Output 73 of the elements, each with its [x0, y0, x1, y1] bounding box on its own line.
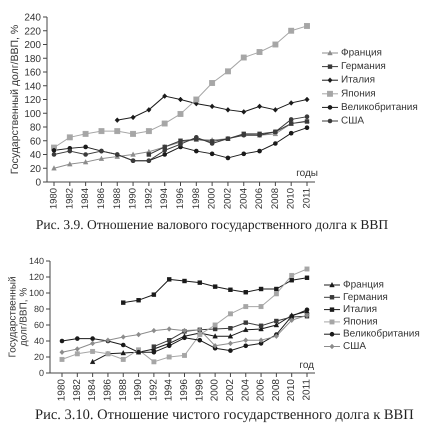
- x-tick-label: 1982: [72, 378, 83, 402]
- legend-label: Япония: [341, 88, 376, 100]
- y-tick-label: 100: [28, 288, 44, 298]
- y-tick-label: 20: [30, 164, 42, 175]
- y-tick-label: 200: [24, 40, 42, 52]
- x-axis-title: годы: [296, 168, 318, 179]
- x-tick-label: 1994: [159, 188, 170, 210]
- y-tick-label: 60: [30, 136, 42, 148]
- y-tick-label: 40: [34, 336, 44, 346]
- legend-label: Италия: [343, 304, 378, 316]
- x-tick-label: 1986: [102, 378, 114, 402]
- x-tick-label: 1992: [143, 188, 154, 210]
- x-tick-label: 2000: [206, 188, 218, 210]
- x-tick-label: 1998: [194, 378, 206, 402]
- x-tick-label: 1988: [118, 378, 129, 402]
- x-tick-label: 2010: [286, 188, 297, 210]
- x-tick-label: 2006: [254, 188, 266, 210]
- y-tick-label: 0: [35, 178, 42, 189]
- legend-label: США: [343, 341, 366, 352]
- x-tick-label: 1998: [190, 188, 202, 210]
- x-tick-label: 1980: [48, 188, 60, 210]
- y-tick-label: 120: [24, 95, 42, 106]
- x-tick-label: 1990: [133, 378, 144, 402]
- x-tick-label: 1980: [56, 378, 68, 402]
- legend-label: США: [341, 116, 364, 126]
- legend-label: Франция: [341, 48, 382, 58]
- y-tick-label: 140: [24, 81, 42, 92]
- x-tick-label: 2008: [270, 378, 282, 402]
- x-tick-label: 1984: [80, 188, 92, 210]
- x-tick-label: 1990: [128, 188, 139, 210]
- y-tick-label: 180: [24, 54, 42, 65]
- x-tick-label: 2004: [240, 378, 252, 402]
- legend-label: Япония: [343, 316, 378, 328]
- x-tick-label: 1996: [179, 378, 190, 402]
- y-tick-label: 240: [24, 12, 42, 24]
- x-tick-label: 1992: [148, 378, 160, 402]
- y-tick-label: 60: [34, 320, 44, 330]
- x-tick-label: 2004: [238, 188, 250, 210]
- x-tick-label: 1988: [112, 188, 123, 210]
- legend-label: Германия: [341, 61, 386, 72]
- y-tick-label: 120: [28, 272, 44, 282]
- y-tick-label: 80: [30, 122, 42, 134]
- x-tick-label: 1986: [96, 188, 107, 210]
- y-tick-label: 0: [38, 368, 44, 378]
- x-tick-label: 2002: [222, 188, 234, 210]
- x-tick-label: 1984: [87, 378, 98, 402]
- y-tick-label: 140: [28, 256, 44, 266]
- y-tick-label: 160: [24, 68, 42, 79]
- y-tick-label: 80: [34, 304, 44, 314]
- x-tick-label: 1996: [175, 188, 186, 210]
- x-tick-label: 1982: [64, 188, 76, 210]
- y-tick-label: 220: [24, 26, 42, 38]
- x-tick-label: 1994: [164, 378, 175, 402]
- y-tick-label: 20: [34, 352, 44, 362]
- x-tick-label: 2011: [302, 378, 312, 401]
- text: Рис. 3.10. Отношение чистого государственного долга к ВВП: [35, 406, 414, 424]
- x-tick-label: 2002: [224, 378, 236, 402]
- x-tick-label: 2006: [256, 378, 267, 402]
- x-tick-label: 2008: [270, 188, 281, 210]
- legend-label: Великобритания: [343, 328, 420, 340]
- legend-label: Италия: [341, 74, 376, 86]
- x-axis-title: год: [299, 360, 314, 371]
- y-tick-label: 100: [24, 108, 42, 120]
- x-tick-label: 2011: [302, 188, 312, 208]
- y-axis-title: Государственный долг/ВВП, %: [8, 276, 30, 358]
- legend-label: Великобритания: [341, 102, 418, 113]
- y-tick-label: 40: [30, 150, 42, 162]
- text: Рис. 3.9. Отношение валового государственного долга к ВВП: [34, 216, 390, 234]
- x-tick-label: 2010: [286, 378, 298, 402]
- legend-label: Германия: [343, 292, 388, 303]
- x-tick-label: 2000: [210, 378, 221, 402]
- y-axis-title: Государственный долг/ВВП, %: [9, 24, 21, 174]
- legend-label: Франция: [343, 280, 384, 290]
